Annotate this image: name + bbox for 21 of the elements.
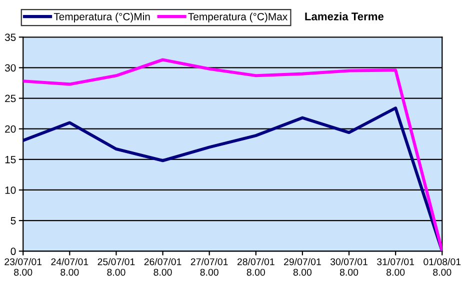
x-tick-label: 23/07/01 8.00 [4,258,42,276]
x-tick-label: 26/07/01 8.00 [144,258,182,276]
x-tick-label: 24/07/01 8.00 [51,258,88,276]
y-tick-label: 10 [5,186,16,194]
chart-title: Lamezia Terme [305,12,384,20]
x-tick-label: 27/07/01 8.00 [190,258,228,276]
legend-label: Temperatura (°C)Max [188,12,288,22]
x-tick-label: 29/07/01 8.00 [284,258,321,276]
y-tick-label: 20 [5,125,16,133]
y-tick-label: 0 [10,248,16,256]
y-tick-label: 25 [5,94,16,102]
y-tick-label: 15 [5,156,16,164]
x-tick-label: 01/08/01 8.00 [424,258,461,276]
legend-label: Temperatura (°C)Min [54,12,150,22]
y-tick-label: 35 [4,34,16,41]
x-tick-label: 30/07/01 8.00 [330,258,368,276]
x-tick-label: 25/07/01 8.00 [98,258,135,276]
x-tick-label: 28/07/01 8.00 [237,258,274,276]
y-tick-label: 30 [4,64,16,72]
y-tick-label: 5 [10,217,16,224]
x-tick-label: 31/07/01 8.00 [377,258,414,276]
